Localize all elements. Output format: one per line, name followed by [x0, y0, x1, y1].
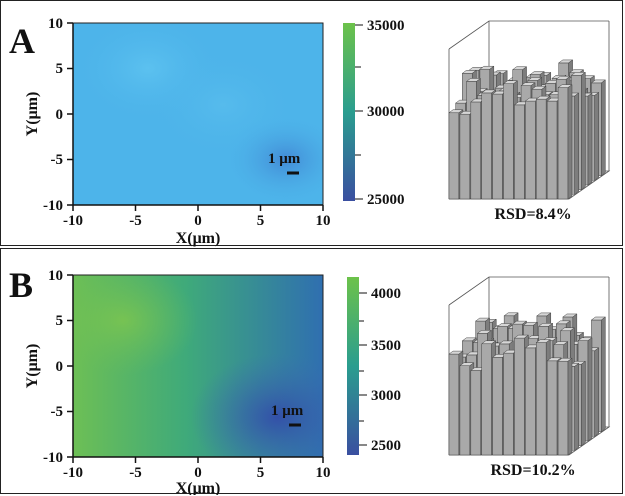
panel-letter: B: [9, 265, 33, 305]
y-tick: 0: [56, 359, 64, 375]
x-tick: -10: [63, 213, 83, 229]
colorbar-tick: 35000: [367, 18, 405, 34]
colorbar-tick: 2500: [371, 438, 401, 454]
bar3d-a: [448, 20, 611, 200]
y-tick: 5: [56, 61, 64, 77]
x-tick: -10: [63, 465, 83, 481]
colorbar-tick: 25000: [367, 192, 405, 208]
bar3d-b: [448, 276, 611, 456]
y-tick: 10: [48, 16, 63, 32]
scale-bar-label: 1 μm: [271, 403, 304, 419]
y-tick: -10: [43, 198, 63, 214]
y-axis-title: Y(μm): [24, 344, 41, 389]
y-tick: 5: [56, 313, 64, 329]
colorbar-tick: 4000: [371, 286, 401, 302]
x-axis-title: X(μm): [176, 230, 221, 247]
y-tick: -5: [51, 404, 64, 420]
colorbar-tick: 3000: [371, 388, 401, 404]
x-tick: 10: [316, 213, 331, 229]
x-tick: 5: [257, 465, 265, 481]
bar3d-bar: [557, 84, 573, 200]
axes-a: 10 5 0 -5 -10 -10 -5 0 5 10 X(μm) Y(μm): [24, 16, 331, 247]
y-axis-title: Y(μm): [24, 92, 41, 137]
colorbar-tick: 30000: [367, 104, 405, 120]
panel-a-figure: A 1 μm: [9, 16, 611, 247]
heatmap-a: [72, 22, 324, 206]
colorbar-b: 4000 3500 3000 2500: [347, 277, 401, 455]
rsd-label: RSD=10.2%: [490, 462, 575, 479]
y-tick: -5: [51, 152, 64, 168]
axes-b: 10 5 0 -5 -10 -10 -5 0 5 10 X(μm) Y(μm): [24, 268, 331, 495]
panel-b: B 1 μm 10 5: [0, 248, 623, 495]
panel-letter: A: [9, 21, 35, 61]
heatmap-b: [72, 274, 324, 458]
x-tick: 10: [316, 465, 331, 481]
y-tick: 0: [56, 107, 64, 123]
x-tick: 0: [194, 465, 202, 481]
scale-bar-label: 1 μm: [268, 151, 301, 167]
x-tick: 0: [194, 213, 202, 229]
colorbar-a: 35000 30000 25000: [343, 18, 405, 208]
y-tick: -10: [43, 450, 63, 466]
x-tick: -5: [129, 213, 142, 229]
panel-b-figure: B 1 μm 10 5: [9, 265, 611, 495]
panel-a: A 1 μm: [0, 0, 623, 247]
x-tick: -5: [129, 465, 142, 481]
colorbar-tick: 3500: [371, 338, 401, 354]
x-tick: 5: [257, 213, 265, 229]
x-axis-title: X(μm): [176, 480, 221, 495]
rsd-label: RSD=8.4%: [494, 206, 571, 223]
y-tick: 10: [48, 268, 63, 284]
bar3d-bar: [557, 357, 573, 456]
